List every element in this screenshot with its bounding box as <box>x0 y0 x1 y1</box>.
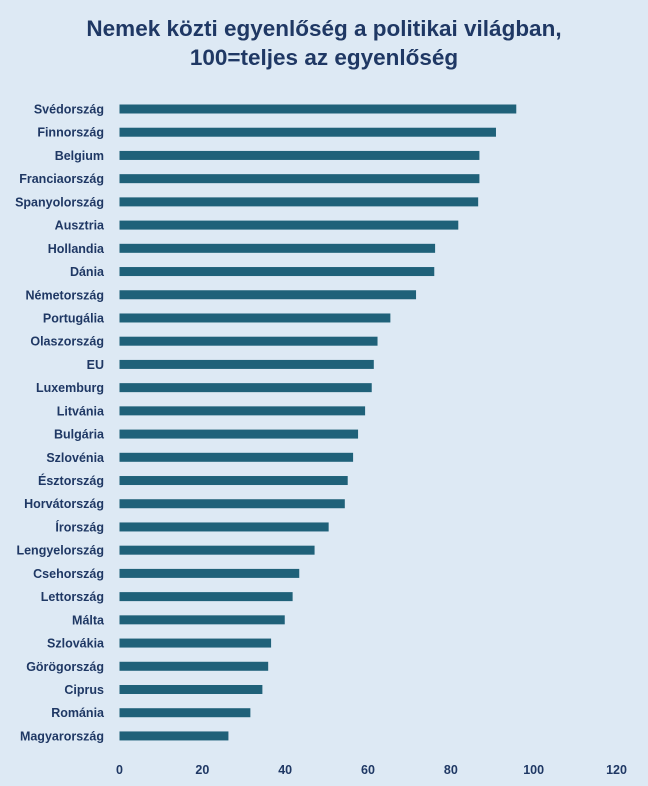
category-label-magyarorszag: Magyarország <box>20 729 104 743</box>
bar-lettorszag <box>119 592 293 602</box>
category-label-luxemburg: Luxemburg <box>36 381 104 395</box>
bar-spanyolorszag <box>119 197 479 207</box>
bar-bulgaria <box>119 429 359 439</box>
bar-belgium <box>119 150 480 160</box>
bar-dania <box>119 267 435 277</box>
category-label-finnorszag: Finnország <box>37 126 104 140</box>
category-label-irorszag: Írország <box>55 519 104 534</box>
category-label-eu: EU <box>87 358 104 372</box>
category-label-portugalia: Portugália <box>43 311 105 325</box>
category-label-olaszorszag: Olaszország <box>30 335 104 349</box>
bar-esztorszag <box>119 476 348 486</box>
chart-title-line-2: 100=teljes az egyenlőség <box>189 45 459 70</box>
bar-lengyelorszag <box>119 545 315 555</box>
category-label-dania: Dánia <box>70 265 105 279</box>
bar-hollandia <box>119 243 436 253</box>
bar-svedorszag <box>119 104 517 114</box>
x-tick-label-60: 60 <box>361 763 375 777</box>
bar-nemetorszag <box>119 290 417 300</box>
bar-litvania <box>119 406 366 416</box>
chart-title-line-1: Nemek közti egyenlőség a politikai világ… <box>86 16 562 41</box>
bar-szlovakia <box>119 638 272 648</box>
bar-luxemburg <box>119 383 372 393</box>
x-tick-label-40: 40 <box>278 763 292 777</box>
category-label-franciaorszag: Franciaország <box>19 172 104 186</box>
bar-horvatorszag <box>119 499 345 509</box>
category-label-szlovakia: Szlovákia <box>47 637 105 651</box>
x-tick-label-100: 100 <box>523 763 544 777</box>
category-label-lettorszag: Lettország <box>41 590 104 604</box>
bar-szlovenia <box>119 452 354 462</box>
category-label-malta: Málta <box>72 613 105 627</box>
bar-olaszorszag <box>119 336 378 346</box>
bar-csehorszag <box>119 568 300 578</box>
category-label-ciprus: Ciprus <box>64 683 104 697</box>
category-label-bulgaria: Bulgária <box>54 428 105 442</box>
x-tick-label-120: 120 <box>606 763 627 777</box>
x-tick-label-80: 80 <box>444 763 458 777</box>
category-label-gorogorszag: Görögország <box>26 660 104 674</box>
category-label-spanyolorszag: Spanyolország <box>15 195 104 209</box>
category-label-hollandia: Hollandia <box>48 242 105 256</box>
category-label-romania: Románia <box>51 706 105 720</box>
bar-franciaorszag <box>119 174 480 184</box>
category-label-esztorszag: Észtország <box>38 473 104 488</box>
category-label-horvatorszag: Horvátország <box>24 497 104 511</box>
bar-eu <box>119 359 374 369</box>
bar-gorogorszag <box>119 661 269 671</box>
category-label-ausztria: Ausztria <box>55 219 105 233</box>
category-label-litvania: Litvánia <box>57 404 105 418</box>
bar-malta <box>119 615 285 625</box>
bar-finnorszag <box>119 127 496 137</box>
category-label-lengyelorszag: Lengyelország <box>16 544 104 558</box>
category-label-svedorszag: Svédország <box>34 103 104 117</box>
bar-portugalia <box>119 313 391 323</box>
bar-romania <box>119 708 251 718</box>
bar-irorszag <box>119 522 329 532</box>
chart-title: Nemek közti egyenlőség a politikai világ… <box>0 14 648 72</box>
x-tick-label-0: 0 <box>116 763 123 777</box>
category-label-csehorszag: Csehország <box>33 567 104 581</box>
bar-magyarorszag <box>119 731 229 741</box>
bar-ausztria <box>119 220 459 230</box>
x-tick-label-20: 20 <box>195 763 209 777</box>
category-label-nemetorszag: Németország <box>26 288 105 302</box>
category-label-belgium: Belgium <box>55 149 104 163</box>
bar-ciprus <box>119 685 263 694</box>
category-label-szlovenia: Szlovénia <box>46 451 105 465</box>
